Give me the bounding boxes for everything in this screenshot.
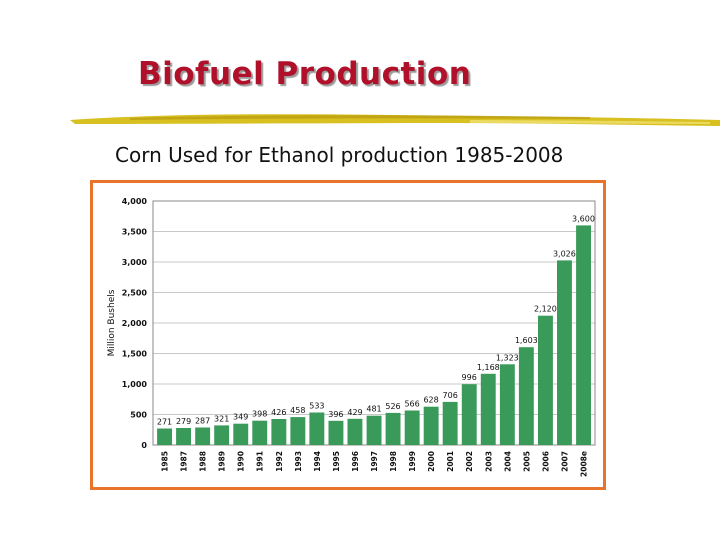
data-label: 1,603 (515, 336, 538, 345)
chart-frame: 0 500 1,000 1,500 2,000 2,500 3,000 3,500 4,000 … (90, 180, 606, 490)
chart-subtitle: Corn Used for Ethanol production 1985-20… (115, 143, 564, 167)
x-tick-label: 1996 (351, 451, 360, 472)
bar-1997 (366, 415, 382, 445)
x-tick-label: 1997 (370, 451, 379, 472)
x-tick-label: 1992 (275, 451, 284, 472)
bar-2003 (480, 373, 496, 445)
data-label: 526 (385, 402, 400, 411)
data-label: 1,168 (477, 363, 500, 372)
y-tick-label: 2,000 (122, 319, 148, 328)
bar-1985 (157, 428, 172, 445)
data-label: 2,120 (534, 305, 557, 314)
x-tick-label: 2003 (484, 451, 493, 472)
bar-2004 (499, 364, 515, 445)
bar-2007 (557, 260, 572, 445)
x-tick-label: 1995 (332, 451, 341, 472)
brush-stroke-divider (70, 114, 720, 126)
x-tick-label: 2008e (580, 451, 589, 477)
y-tick-label: 500 (130, 411, 147, 420)
y-tick-label: 0 (141, 441, 147, 450)
bar-1998 (385, 412, 401, 445)
data-label: 533 (309, 402, 324, 411)
bar-1994 (309, 412, 325, 445)
y-tick-label: 1,000 (122, 380, 148, 389)
data-label: 458 (290, 406, 305, 415)
data-label: 3,600 (572, 214, 595, 223)
data-label: 481 (366, 405, 381, 414)
bar-1989 (214, 425, 230, 445)
y-tick-label: 1,500 (122, 350, 148, 359)
y-tick-label: 2,500 (122, 289, 148, 298)
x-tick-label: 2000 (427, 451, 436, 472)
data-label: 279 (176, 417, 191, 426)
bar-1995 (328, 420, 344, 445)
slide-title: Biofuel Production (138, 56, 472, 92)
bar-1992 (271, 419, 287, 445)
x-tick-label: 1999 (408, 451, 417, 472)
bar-2008e (576, 225, 591, 445)
bar-2001 (442, 401, 458, 445)
bar-chart: 05001,0001,5002,0002,5003,0003,5004,000 … (107, 197, 596, 477)
bar-1999 (404, 410, 420, 445)
y-axis-label: Million Bushels (107, 289, 117, 356)
data-label: 396 (328, 410, 343, 419)
bar-2006 (538, 315, 553, 445)
x-axis-ticks: 1985 1987 1988 1989 1990 1991 1992 1993 1994 1995… (161, 451, 589, 477)
data-label: 3,026 (553, 249, 576, 258)
bar-1991 (252, 420, 268, 445)
x-tick-label: 1987 (180, 451, 189, 472)
data-label: 429 (347, 408, 362, 417)
data-label: 996 (462, 373, 477, 382)
data-label: 566 (404, 400, 419, 409)
bar-1990 (233, 423, 249, 445)
data-labels: 271 279 287 321 349 398 426 458 533 396 429 481 526 5… (157, 214, 595, 426)
data-label: 349 (233, 413, 248, 422)
data-label: 1,323 (496, 353, 519, 362)
bar-1987 (176, 428, 191, 445)
data-label: 287 (195, 417, 210, 426)
bar-1996 (347, 418, 363, 445)
bars (157, 225, 591, 445)
x-tick-label: 1985 (161, 451, 170, 472)
x-tick-label: 1990 (237, 451, 246, 472)
x-tick-label: 2001 (446, 451, 455, 472)
bar-2005 (518, 347, 534, 445)
x-tick-label: 2007 (560, 451, 569, 472)
x-tick-label: 1989 (218, 451, 227, 472)
data-label: 321 (214, 414, 229, 423)
x-tick-label: 2004 (503, 451, 512, 472)
x-tick-label: 2005 (522, 451, 531, 472)
x-tick-label: 1988 (199, 451, 208, 472)
x-tick-label: 1991 (256, 451, 265, 472)
data-label: 271 (157, 418, 172, 427)
y-tick-label: 4,000 (122, 197, 148, 206)
bar-1988 (195, 427, 211, 445)
data-label: 628 (423, 396, 438, 405)
x-tick-label: 1998 (389, 451, 398, 472)
y-tick-label: 3,000 (122, 258, 148, 267)
y-axis-ticks: 0 500 1,000 1,500 2,000 2,500 3,000 3,500 4,000 (122, 197, 148, 450)
bar-1993 (290, 417, 306, 445)
y-tick-label: 3,500 (122, 228, 148, 237)
bar-2000 (423, 406, 439, 445)
x-tick-label: 1994 (313, 451, 322, 472)
x-tick-label: 2006 (541, 451, 550, 472)
x-tick-label: 1993 (294, 451, 303, 472)
bar-2002 (461, 384, 477, 445)
data-label: 706 (443, 391, 458, 400)
data-label: 398 (252, 410, 267, 419)
data-label: 426 (271, 408, 286, 417)
x-tick-label: 2002 (465, 451, 474, 472)
